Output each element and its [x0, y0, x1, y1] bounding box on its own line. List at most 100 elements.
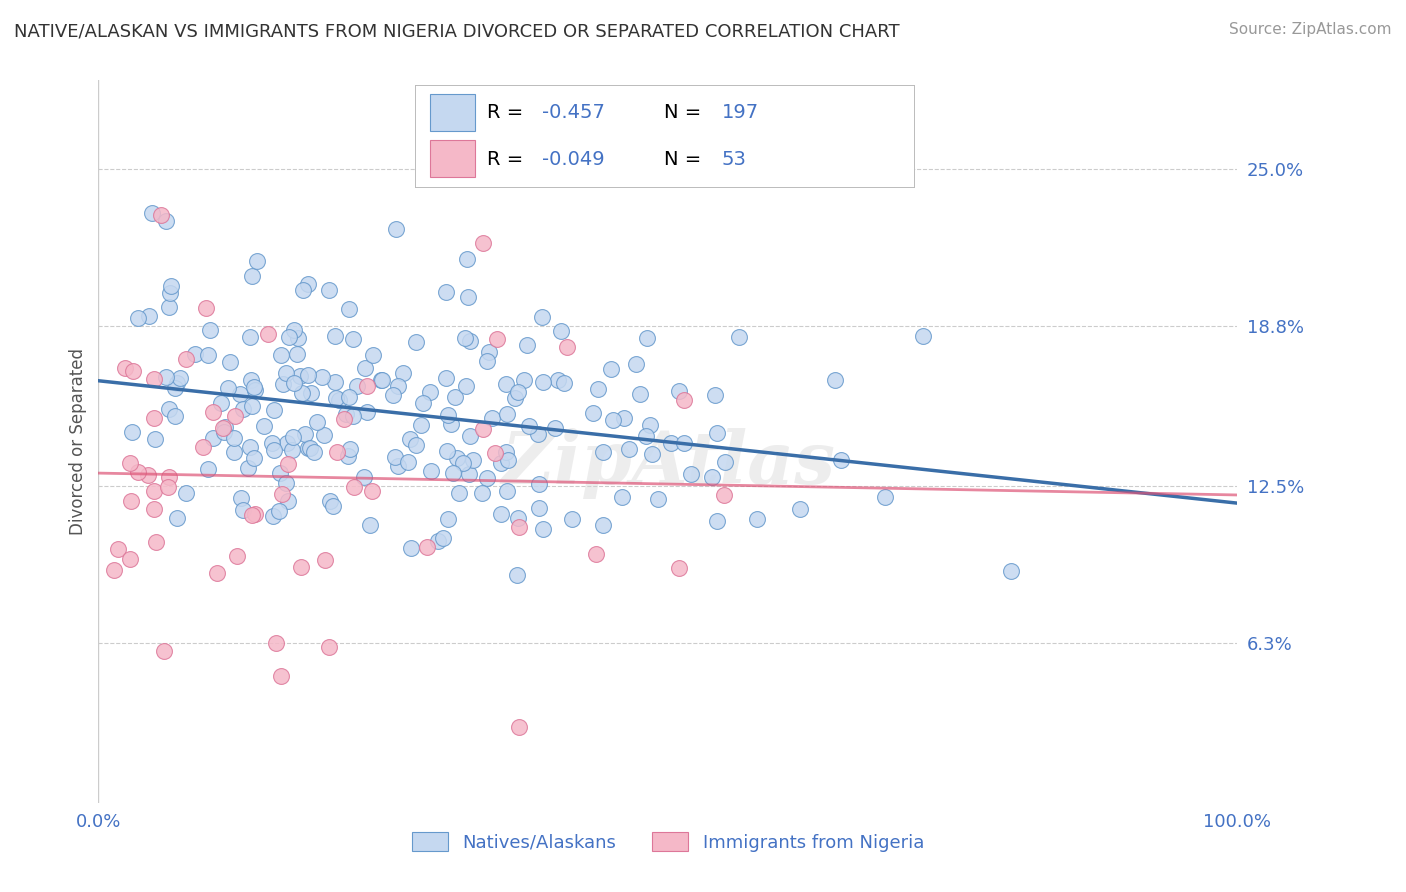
- Point: [276, 436, 298, 450]
- Point: [302, 445, 325, 459]
- Text: NATIVE/ALASKAN VS IMMIGRANTS FROM NIGERIA DIVORCED OR SEPARATED CORRELATION CHAR: NATIVE/ALASKAN VS IMMIGRANTS FROM NIGERI…: [14, 22, 900, 40]
- Point: [239, 330, 262, 344]
- Point: [531, 376, 554, 390]
- Point: [356, 405, 378, 419]
- Point: [157, 300, 180, 314]
- Point: [343, 480, 366, 494]
- Point: [166, 511, 188, 525]
- Point: [335, 407, 357, 421]
- Point: [613, 411, 636, 425]
- Point: [440, 417, 463, 431]
- Point: [451, 456, 474, 470]
- Point: [342, 332, 364, 346]
- Point: [240, 508, 263, 522]
- Point: [243, 450, 266, 465]
- Point: [346, 378, 368, 392]
- Point: [127, 311, 149, 326]
- Point: [508, 520, 530, 534]
- FancyBboxPatch shape: [430, 94, 475, 131]
- Point: [371, 373, 394, 387]
- Point: [446, 451, 468, 466]
- Point: [519, 419, 541, 434]
- Text: -0.457: -0.457: [543, 103, 605, 122]
- Point: [142, 411, 165, 425]
- Point: [592, 445, 614, 459]
- Point: [226, 549, 249, 564]
- Point: [332, 412, 354, 426]
- Point: [512, 372, 534, 386]
- Point: [412, 395, 434, 409]
- Point: [285, 347, 308, 361]
- Point: [271, 377, 294, 392]
- Point: [668, 384, 690, 398]
- Point: [156, 480, 179, 494]
- Point: [201, 432, 224, 446]
- Point: [585, 547, 607, 561]
- Point: [165, 409, 187, 424]
- Point: [789, 501, 811, 516]
- Point: [416, 540, 439, 554]
- Point: [550, 324, 572, 338]
- Point: [824, 373, 846, 387]
- Point: [325, 391, 347, 405]
- Point: [481, 410, 503, 425]
- Point: [166, 376, 188, 391]
- Point: [353, 469, 375, 483]
- Point: [290, 560, 312, 574]
- Point: [283, 323, 305, 337]
- Point: [283, 376, 305, 391]
- Point: [159, 285, 181, 300]
- Point: [747, 512, 769, 526]
- Point: [290, 369, 312, 384]
- Point: [269, 504, 291, 518]
- Point: [224, 409, 246, 424]
- Point: [142, 483, 165, 498]
- Point: [277, 494, 299, 508]
- Point: [121, 364, 143, 378]
- Point: [238, 461, 260, 475]
- Point: [531, 522, 554, 536]
- Point: [471, 235, 494, 250]
- Point: [277, 457, 299, 471]
- Point: [323, 376, 346, 390]
- Point: [419, 384, 441, 399]
- Point: [165, 381, 187, 395]
- Point: [456, 252, 478, 267]
- Point: [911, 328, 934, 343]
- Point: [398, 432, 420, 446]
- Point: [561, 511, 583, 525]
- FancyBboxPatch shape: [430, 140, 475, 177]
- Point: [240, 268, 263, 283]
- Text: Source: ZipAtlas.com: Source: ZipAtlas.com: [1229, 22, 1392, 37]
- Point: [214, 420, 236, 434]
- Point: [263, 403, 285, 417]
- Point: [489, 507, 512, 521]
- Point: [640, 447, 662, 461]
- Point: [527, 501, 550, 516]
- Point: [516, 338, 538, 352]
- Point: [120, 551, 142, 566]
- Point: [299, 386, 322, 401]
- Point: [322, 499, 344, 513]
- Point: [436, 444, 458, 458]
- Point: [489, 456, 512, 470]
- Point: [155, 369, 177, 384]
- Point: [114, 360, 136, 375]
- Point: [274, 366, 297, 380]
- Point: [318, 283, 340, 297]
- Point: [505, 391, 527, 405]
- Point: [384, 450, 406, 464]
- Point: [232, 402, 254, 417]
- Point: [405, 438, 427, 452]
- Point: [387, 459, 409, 474]
- Point: [460, 334, 482, 348]
- Point: [434, 370, 457, 384]
- Point: [141, 205, 163, 219]
- Point: [270, 348, 292, 362]
- Point: [219, 354, 242, 368]
- Point: [399, 541, 422, 555]
- Point: [475, 354, 498, 368]
- Point: [361, 484, 384, 499]
- Point: [527, 477, 550, 491]
- Y-axis label: Divorced or Separated: Divorced or Separated: [69, 348, 87, 535]
